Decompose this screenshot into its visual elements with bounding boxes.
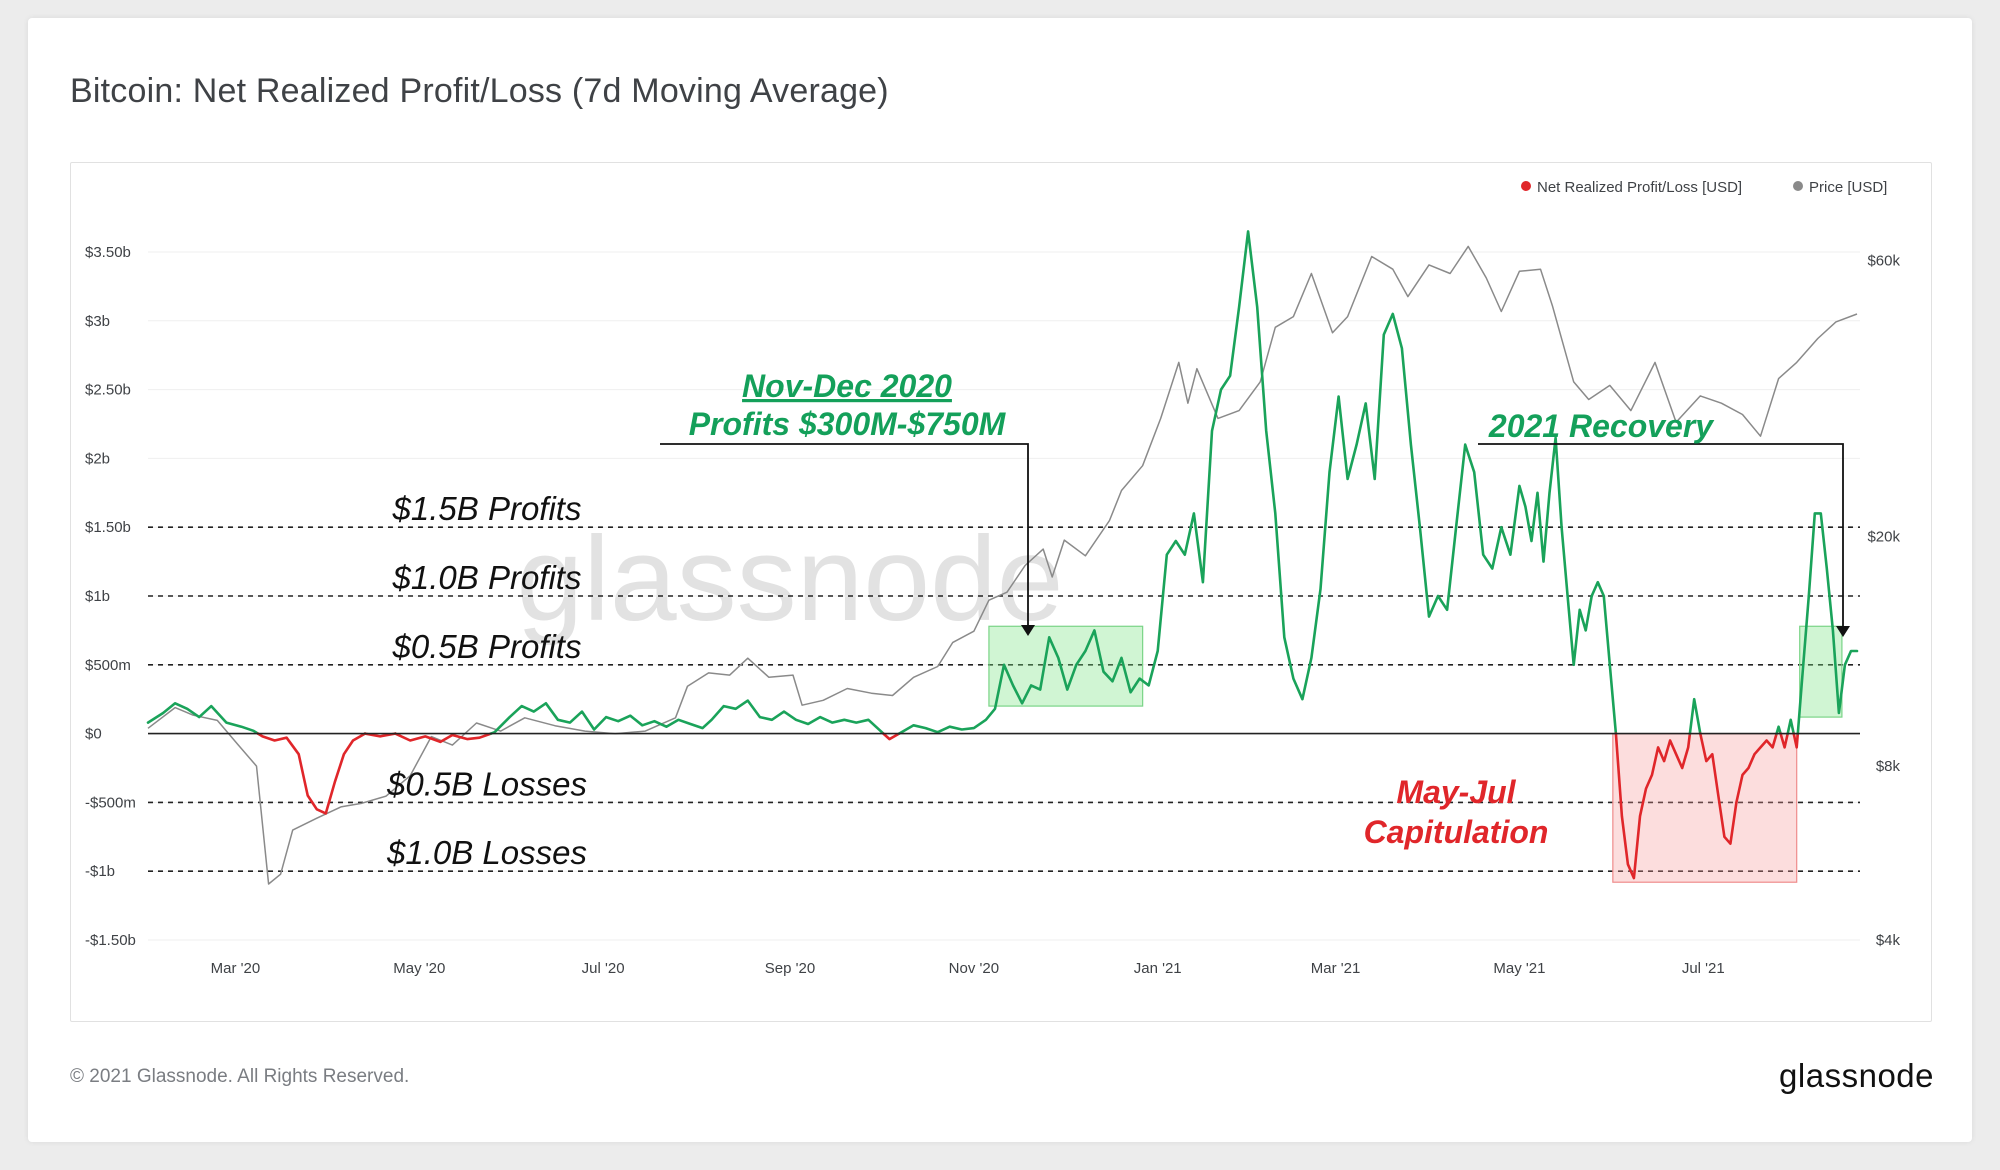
y-left-tick-label: $2.50b bbox=[85, 382, 131, 399]
y-left-tick-label: $3b bbox=[85, 313, 110, 330]
y-right-tick-label: $20k bbox=[1867, 528, 1900, 545]
annotation-nov-dec-line1: Nov-Dec 2020 bbox=[742, 368, 952, 404]
y-left-tick-label: $1b bbox=[85, 588, 110, 605]
reference-label: $1.0B Losses bbox=[386, 834, 587, 871]
footer-copyright: © 2021 Glassnode. All Rights Reserved. bbox=[70, 1066, 410, 1087]
y-left-tick-label: -$1.50b bbox=[85, 932, 136, 949]
x-tick-label: Nov '20 bbox=[949, 960, 999, 977]
chart-card bbox=[28, 18, 1972, 1142]
arrow-nov-dec bbox=[660, 443, 1035, 636]
annotation-capitulation-line1: May-Jul bbox=[1396, 774, 1516, 810]
annotation-nov-dec-line2: Profits $300M-$750M bbox=[689, 406, 1007, 442]
y-right-tick-label: $8k bbox=[1876, 758, 1901, 775]
profit-segment bbox=[489, 699, 885, 735]
loss-segment bbox=[393, 732, 493, 744]
profit-segment bbox=[1688, 697, 1702, 735]
annotation-capitulation-line2: Capitulation bbox=[1364, 814, 1549, 850]
reference-label: $0.5B Losses bbox=[386, 765, 587, 802]
page-title: Bitcoin: Net Realized Profit/Loss (7d Mo… bbox=[70, 72, 889, 110]
y-right-tick-label: $60k bbox=[1867, 253, 1900, 270]
annotation-recovery: 2021 Recovery bbox=[1488, 408, 1715, 444]
y-left-tick-label: $3.50b bbox=[85, 244, 131, 261]
net-realized-series bbox=[146, 230, 1859, 880]
x-tick-label: Jul '21 bbox=[1682, 960, 1725, 977]
legend-label-price[interactable]: Price [USD] bbox=[1809, 179, 1887, 196]
y-axis-right: $60k $20k $8k $4k bbox=[1867, 253, 1900, 949]
legend: Net Realized Profit/Loss [USD] Price [US… bbox=[1521, 179, 1887, 196]
x-tick-label: Jan '21 bbox=[1134, 960, 1182, 977]
arrow-recovery bbox=[1478, 443, 1850, 637]
y-left-tick-label: -$1b bbox=[85, 863, 115, 880]
loss-segment bbox=[1792, 732, 1800, 749]
loss-segment bbox=[1699, 732, 1778, 846]
reference-label: $0.5B Profits bbox=[392, 628, 582, 665]
arrow-head bbox=[1836, 626, 1850, 637]
y-left-tick-label: $500m bbox=[85, 657, 131, 674]
profit-segment bbox=[146, 701, 260, 735]
profit-segment bbox=[1786, 718, 1795, 735]
legend-label-nrpl[interactable]: Net Realized Profit/Loss [USD] bbox=[1537, 179, 1742, 196]
price-series bbox=[147, 245, 1858, 885]
price-line bbox=[147, 245, 1858, 885]
profit-segment bbox=[1796, 512, 1859, 735]
x-tick-label: Jul '20 bbox=[582, 960, 625, 977]
loss-segment bbox=[882, 732, 901, 741]
y-left-tick-label: $1.50b bbox=[85, 519, 131, 536]
x-tick-label: May '20 bbox=[393, 960, 445, 977]
reference-labels: $1.5B Profits $1.0B Profits $0.5B Profits $… bbox=[386, 490, 587, 871]
footer-brand-logo[interactable]: glassnode bbox=[1779, 1057, 1934, 1094]
y-axis-left: $3.50b $3b $2.50b $2b $1.50b $1b $500m $0 -$500m… bbox=[85, 244, 136, 949]
x-tick-label: Sep '20 bbox=[765, 960, 815, 977]
loss-segment bbox=[363, 732, 397, 738]
legend-dot-nrpl bbox=[1521, 181, 1531, 191]
reference-label: $1.5B Profits bbox=[392, 490, 582, 527]
reference-label: $1.0B Profits bbox=[392, 559, 582, 596]
profit-segment bbox=[897, 230, 1618, 735]
arrow-line bbox=[1478, 443, 1844, 628]
x-axis: Mar '20 May '20 Jul '20 Sep '20 Nov '20 Jan '… bbox=[211, 960, 1725, 977]
arrow-line bbox=[660, 443, 1029, 627]
x-tick-label: Mar '21 bbox=[1311, 960, 1361, 977]
arrow-head bbox=[1021, 625, 1035, 636]
x-tick-label: May '21 bbox=[1493, 960, 1545, 977]
watermark: glassnode bbox=[516, 512, 1063, 646]
y-right-tick-label: $4k bbox=[1876, 932, 1901, 949]
legend-dot-price bbox=[1793, 181, 1803, 191]
loss-segment bbox=[256, 732, 367, 815]
profit-segment bbox=[1775, 725, 1782, 735]
annotation-arrows bbox=[660, 443, 1850, 637]
x-tick-label: Mar '20 bbox=[211, 960, 261, 977]
loss-segment bbox=[1779, 732, 1789, 749]
y-left-tick-label: $2b bbox=[85, 450, 110, 467]
chart-frame bbox=[70, 162, 1932, 1022]
y-left-tick-label: -$500m bbox=[85, 794, 136, 811]
loss-segment bbox=[1614, 732, 1692, 880]
y-left-tick-label: $0 bbox=[85, 726, 102, 743]
